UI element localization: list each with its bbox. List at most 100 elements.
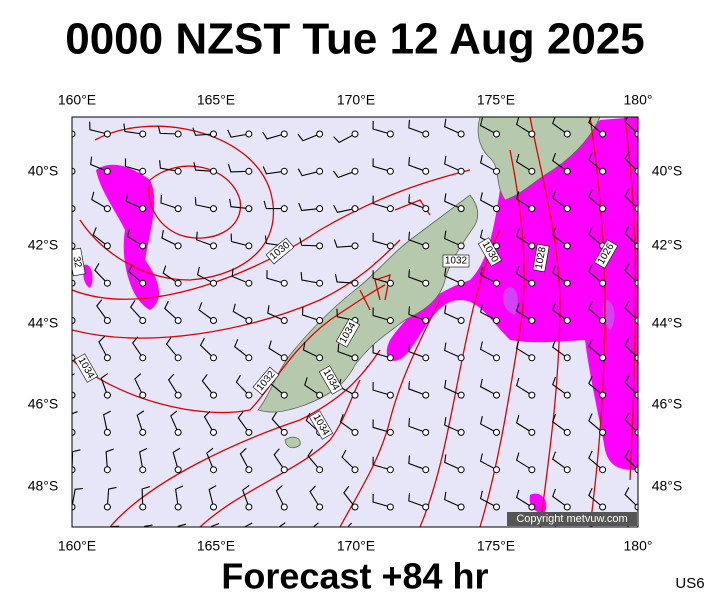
station: [599, 167, 607, 175]
station: [103, 391, 111, 399]
station: [528, 317, 536, 324]
isobar-label: 32: [72, 247, 86, 277]
station: [245, 279, 253, 287]
wind-barb: [165, 337, 179, 359]
station: [280, 503, 288, 511]
isobar-label-box: [73, 353, 99, 383]
wind-barb: [552, 190, 568, 210]
station: [634, 242, 638, 250]
station: [528, 130, 536, 138]
wind-barb: [201, 374, 214, 396]
wind-barb: [72, 170, 73, 172]
station: [599, 354, 607, 362]
isobar-label-box: [442, 254, 470, 268]
wind-barb: [515, 377, 533, 396]
station: [386, 205, 394, 213]
station: [72, 503, 76, 511]
x-axis-label-bottom: 170°E: [337, 538, 375, 554]
wind-barb: [333, 204, 356, 213]
station: [316, 242, 324, 250]
wind-barb: [231, 268, 250, 284]
axis-labels: 160°E 160°E 165°E 165°E 170°E 170°E 175°E 175°E…: [28, 92, 683, 554]
station: [493, 279, 500, 287]
wind-barb: [92, 227, 108, 247]
station: [103, 242, 111, 250]
station: [563, 428, 571, 436]
station: [316, 466, 324, 474]
y-axis-label-left: 48°S: [28, 478, 59, 494]
isobar-label-box: [318, 365, 344, 395]
wind-barb: [237, 411, 250, 433]
station: [316, 354, 324, 362]
wind-barb: [298, 202, 320, 212]
station: [458, 541, 464, 547]
wind-barb: [194, 196, 214, 210]
wind-barb: [408, 492, 426, 508]
station: [493, 317, 500, 324]
wind-barb: [123, 123, 143, 135]
station: [72, 466, 76, 474]
station: [174, 130, 182, 138]
isobar-label-box: [593, 239, 619, 269]
station: [103, 205, 111, 213]
wind-barb: [333, 239, 356, 248]
wind-barb: [624, 449, 638, 471]
wind-barb: [100, 373, 109, 396]
station: [528, 279, 536, 287]
wind-barb: [552, 302, 568, 321]
wind-barb: [72, 282, 73, 284]
wind-barb: [552, 376, 568, 396]
wind-barb: [302, 341, 320, 359]
footer: Forecast +84 hr: [221, 556, 488, 597]
wind-barb: [590, 525, 593, 527]
wind-barb: [139, 448, 148, 470]
station: [564, 541, 570, 547]
station: [493, 167, 500, 175]
station: [528, 466, 536, 474]
station: [245, 130, 253, 138]
station: [351, 354, 359, 362]
wind-barb: [239, 447, 250, 470]
wind-barb: [227, 164, 249, 173]
wind-barb: [333, 133, 356, 144]
station: [386, 317, 394, 324]
station: [103, 167, 111, 175]
wind-barb: [479, 154, 497, 172]
station: [563, 354, 571, 362]
station: [316, 503, 324, 511]
wind-barb: [193, 162, 214, 172]
station: [563, 242, 571, 250]
wind-barb: [479, 192, 497, 210]
station: [563, 503, 571, 511]
station: [245, 503, 253, 511]
wind-barb: [479, 117, 497, 135]
station: [210, 503, 217, 511]
wind-barb: [304, 377, 320, 396]
station: [351, 503, 359, 511]
wind-barb: [444, 454, 462, 471]
station: [210, 391, 217, 399]
wind-barb: [103, 410, 111, 433]
station: [210, 317, 217, 324]
station: [599, 205, 607, 213]
wind-barb: [227, 129, 249, 138]
y-axis-label-left: 44°S: [28, 315, 59, 331]
x-axis-label-bottom: 175°E: [477, 538, 515, 554]
wind-barb: [372, 344, 391, 359]
wind-barb: [131, 336, 144, 359]
wind-barb: [203, 410, 214, 433]
station: [599, 428, 607, 436]
station: [528, 205, 536, 213]
station: [457, 317, 465, 324]
station: [139, 503, 147, 511]
station: [210, 242, 217, 250]
wind-barb: [263, 200, 285, 210]
wind-barb: [372, 307, 391, 322]
wind-barb: [552, 227, 568, 247]
wind-barb: [515, 228, 533, 247]
station: [139, 242, 147, 250]
wind-barb: [588, 152, 603, 172]
wind-barb: [305, 412, 320, 433]
wind-barb: [307, 449, 321, 471]
